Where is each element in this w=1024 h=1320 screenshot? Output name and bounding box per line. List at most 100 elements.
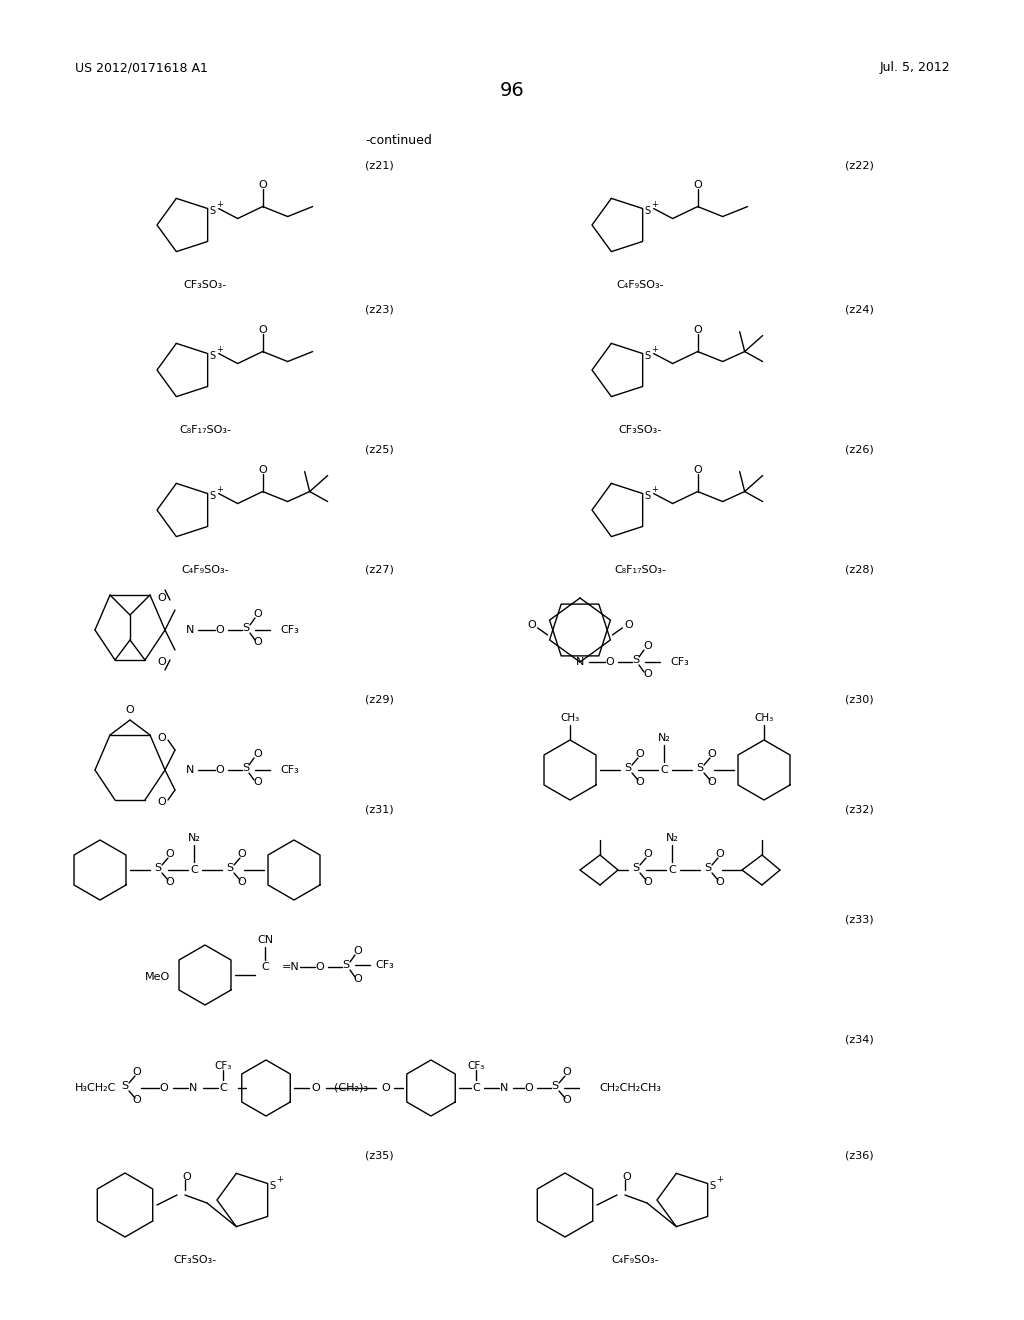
Text: Jul. 5, 2012: Jul. 5, 2012 xyxy=(880,62,950,74)
Text: (z30): (z30) xyxy=(845,696,873,705)
Text: O: O xyxy=(693,465,702,475)
Text: S: S xyxy=(243,763,250,774)
Text: S: S xyxy=(645,351,651,360)
Text: O: O xyxy=(524,1082,534,1093)
Text: (z35): (z35) xyxy=(365,1150,393,1160)
Text: O: O xyxy=(238,876,247,887)
Text: (z27): (z27) xyxy=(365,565,394,576)
Text: O: O xyxy=(133,1067,141,1077)
Text: CF₃: CF₃ xyxy=(280,766,299,775)
Text: C: C xyxy=(190,865,198,875)
Text: O: O xyxy=(158,593,166,603)
Text: O: O xyxy=(258,465,267,475)
Text: O: O xyxy=(353,946,362,956)
Text: O: O xyxy=(624,620,633,630)
Text: +: + xyxy=(717,1175,724,1184)
Text: +: + xyxy=(276,1175,284,1184)
Text: O: O xyxy=(708,748,717,759)
Text: O: O xyxy=(254,638,262,647)
Text: O: O xyxy=(644,669,652,678)
Text: (z25): (z25) xyxy=(365,445,394,455)
Text: S: S xyxy=(122,1081,129,1092)
Text: O: O xyxy=(636,748,644,759)
Text: O: O xyxy=(353,974,362,983)
Text: O: O xyxy=(254,609,262,619)
Text: CF₃SO₃-: CF₃SO₃- xyxy=(173,1255,217,1265)
Text: CF₃SO₃-: CF₃SO₃- xyxy=(618,425,662,436)
Text: S: S xyxy=(226,863,233,873)
Text: S: S xyxy=(155,863,162,873)
Text: N₂: N₂ xyxy=(657,733,671,743)
Text: 96: 96 xyxy=(500,81,524,99)
Text: =N: =N xyxy=(282,962,300,972)
Text: S: S xyxy=(625,763,632,774)
Text: S: S xyxy=(552,1081,558,1092)
Text: S: S xyxy=(243,623,250,634)
Text: S: S xyxy=(633,863,640,873)
Text: S: S xyxy=(696,763,703,774)
Text: C₄F₉SO₃-: C₄F₉SO₃- xyxy=(181,565,228,576)
Text: C₈F₁₇SO₃-: C₈F₁₇SO₃- xyxy=(614,565,666,576)
Text: O: O xyxy=(166,876,174,887)
Text: (z23): (z23) xyxy=(365,305,394,315)
Text: CN: CN xyxy=(257,935,273,945)
Text: (z29): (z29) xyxy=(365,696,394,705)
Text: O: O xyxy=(716,849,724,859)
Text: O: O xyxy=(644,849,652,859)
Text: (z21): (z21) xyxy=(365,160,394,170)
Text: C₄F₉SO₃-: C₄F₉SO₃- xyxy=(616,280,664,290)
Text: (z24): (z24) xyxy=(845,305,873,315)
Text: +: + xyxy=(651,484,658,494)
Text: (z33): (z33) xyxy=(845,915,873,925)
Text: S: S xyxy=(210,491,216,500)
Text: O: O xyxy=(693,180,702,190)
Text: (CH₂)₃: (CH₂)₃ xyxy=(334,1082,368,1093)
Text: (z32): (z32) xyxy=(845,805,873,814)
Text: S: S xyxy=(645,206,651,215)
Text: CH₃: CH₃ xyxy=(560,713,580,723)
Text: S: S xyxy=(210,206,216,215)
Text: C: C xyxy=(219,1082,227,1093)
Text: O: O xyxy=(216,766,224,775)
Text: (z31): (z31) xyxy=(365,805,393,814)
Text: CH₃: CH₃ xyxy=(755,713,773,723)
Text: N: N xyxy=(185,624,195,635)
Text: N₂: N₂ xyxy=(187,833,201,843)
Text: (z36): (z36) xyxy=(845,1150,873,1160)
Text: -continued: -continued xyxy=(365,133,432,147)
Text: O: O xyxy=(562,1096,571,1105)
Text: CH₂CH₂CH₃: CH₂CH₂CH₃ xyxy=(599,1082,662,1093)
Text: +: + xyxy=(651,345,658,354)
Text: S: S xyxy=(210,351,216,360)
Text: (z26): (z26) xyxy=(845,445,873,455)
Text: O: O xyxy=(605,657,614,667)
Text: N: N xyxy=(575,657,584,667)
Text: O: O xyxy=(158,733,166,743)
Text: N: N xyxy=(500,1082,508,1093)
Text: +: + xyxy=(217,484,223,494)
Text: (z28): (z28) xyxy=(845,565,873,576)
Text: N: N xyxy=(185,766,195,775)
Text: H₃CH₂C: H₃CH₂C xyxy=(75,1082,117,1093)
Text: CF₃: CF₃ xyxy=(280,624,299,635)
Text: C: C xyxy=(668,865,676,875)
Text: C₈F₁₇SO₃-: C₈F₁₇SO₃- xyxy=(179,425,231,436)
Text: O: O xyxy=(382,1082,390,1093)
Text: O: O xyxy=(166,849,174,859)
Text: C: C xyxy=(660,766,668,775)
Text: (z22): (z22) xyxy=(845,160,873,170)
Text: +: + xyxy=(217,345,223,354)
Text: S: S xyxy=(705,863,712,873)
Text: O: O xyxy=(182,1172,191,1181)
Text: CF₃: CF₃ xyxy=(375,960,394,970)
Text: +: + xyxy=(651,201,658,209)
Text: O: O xyxy=(158,797,166,807)
Text: O: O xyxy=(254,777,262,787)
Text: C₄F₉SO₃-: C₄F₉SO₃- xyxy=(611,1255,658,1265)
Text: O: O xyxy=(254,748,262,759)
Text: O: O xyxy=(160,1082,168,1093)
Text: MeO: MeO xyxy=(145,972,170,982)
Text: O: O xyxy=(311,1082,321,1093)
Text: O: O xyxy=(158,657,166,667)
Text: CF₃SO₃-: CF₃SO₃- xyxy=(183,280,226,290)
